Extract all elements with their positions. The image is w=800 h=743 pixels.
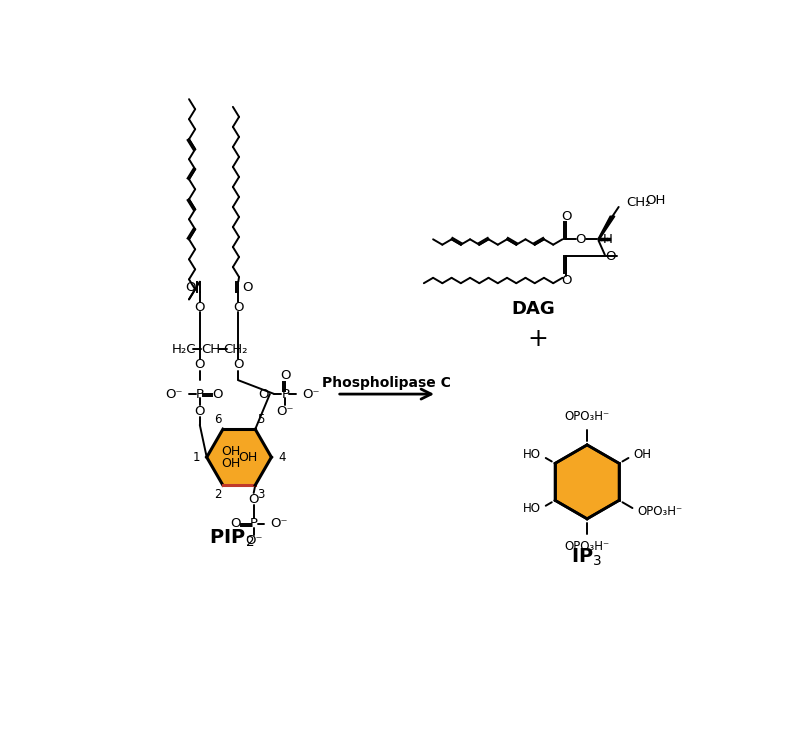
Polygon shape — [555, 445, 619, 519]
Text: O: O — [194, 301, 205, 314]
Text: OPO₃H⁻: OPO₃H⁻ — [565, 540, 610, 554]
Text: 1: 1 — [192, 451, 200, 464]
Text: DAG: DAG — [511, 299, 555, 317]
Text: +: + — [527, 328, 548, 351]
Text: CH₂: CH₂ — [626, 196, 651, 209]
Text: CH: CH — [201, 343, 220, 356]
Text: OH: OH — [645, 195, 666, 207]
Text: HO: HO — [522, 449, 541, 461]
Text: O⁻: O⁻ — [302, 388, 320, 400]
Text: HO: HO — [522, 502, 541, 516]
Text: O⁻: O⁻ — [277, 404, 294, 418]
Text: P: P — [282, 388, 290, 400]
Text: O⁻: O⁻ — [245, 534, 262, 547]
Text: O: O — [561, 273, 571, 287]
Text: O: O — [212, 388, 222, 400]
Text: O: O — [575, 233, 586, 246]
Text: O: O — [194, 404, 205, 418]
Text: 5: 5 — [257, 413, 264, 426]
Text: 2: 2 — [214, 488, 222, 501]
Text: OPO₃H⁻: OPO₃H⁻ — [638, 504, 683, 518]
Text: OH: OH — [222, 445, 241, 458]
Text: O: O — [194, 358, 205, 372]
Text: O⁻: O⁻ — [270, 517, 288, 531]
Text: OH: OH — [222, 457, 241, 470]
Text: O: O — [233, 301, 243, 314]
Text: O: O — [242, 281, 253, 293]
Text: P: P — [250, 517, 258, 531]
Text: OH: OH — [238, 451, 258, 464]
Text: OH: OH — [634, 449, 652, 461]
Text: O: O — [606, 250, 616, 263]
Text: Phospholipase C: Phospholipase C — [322, 376, 451, 390]
Text: CH₂: CH₂ — [224, 343, 248, 356]
Text: O: O — [258, 388, 268, 400]
Text: O: O — [561, 210, 571, 223]
Text: O: O — [186, 281, 196, 293]
Text: O: O — [249, 493, 259, 505]
Text: 6: 6 — [214, 413, 222, 426]
Text: O: O — [280, 369, 290, 382]
Polygon shape — [598, 216, 615, 239]
Text: P: P — [196, 388, 204, 400]
Text: IP$_3$: IP$_3$ — [571, 547, 602, 568]
Text: H: H — [602, 233, 612, 246]
Text: O⁻: O⁻ — [166, 388, 183, 400]
Text: PIP$_2$: PIP$_2$ — [209, 528, 254, 549]
Polygon shape — [206, 429, 271, 485]
Text: O: O — [230, 517, 241, 531]
Text: 4: 4 — [278, 451, 286, 464]
Text: 3: 3 — [257, 488, 264, 501]
Text: H₂C: H₂C — [172, 343, 197, 356]
Text: OPO₃H⁻: OPO₃H⁻ — [565, 410, 610, 424]
Text: O: O — [233, 358, 243, 372]
